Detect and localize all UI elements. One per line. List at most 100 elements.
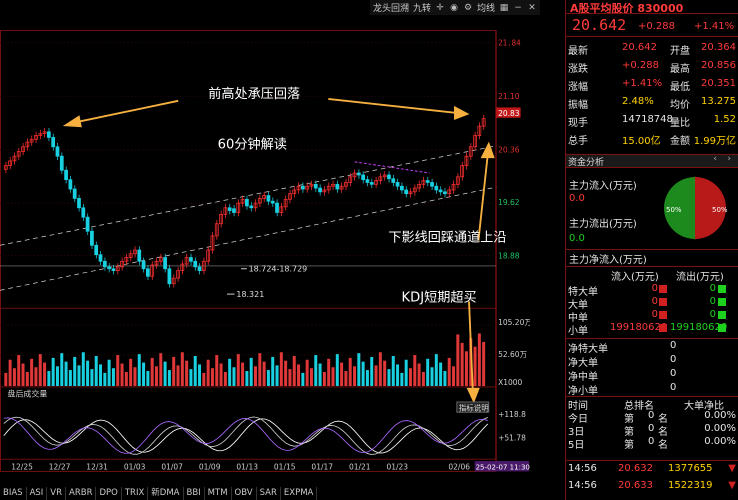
candle-body bbox=[391, 178, 396, 183]
rank-period: 3日 bbox=[568, 427, 585, 438]
volume-bar bbox=[391, 356, 395, 387]
order-type: 大单 bbox=[568, 300, 588, 311]
candle-body bbox=[326, 185, 331, 191]
order-flow-row: 大单 0 0 bbox=[566, 296, 738, 311]
indicator-tab[interactable]: DPO bbox=[96, 487, 122, 500]
indicator-tab[interactable]: ARBR bbox=[66, 487, 97, 500]
volume-bar bbox=[180, 352, 184, 387]
indicator-tab[interactable]: BBI bbox=[184, 487, 205, 500]
candle-body bbox=[81, 207, 86, 218]
indicator-tab[interactable]: VR bbox=[47, 487, 67, 500]
candle-body bbox=[262, 195, 266, 199]
outflow-bar bbox=[718, 311, 726, 319]
indicator-tab[interactable]: SAR bbox=[257, 487, 281, 500]
quote-row: 总手 15.00亿 金额 1.99万亿 bbox=[566, 130, 738, 148]
candle-body bbox=[201, 260, 206, 272]
order-flow-row: 小单 199180620 199180620 bbox=[566, 322, 738, 337]
volume-bar bbox=[439, 362, 443, 387]
quote-label: 量比 bbox=[670, 118, 690, 129]
quote-row: 涨幅 +1.41% 最低 20.351 bbox=[566, 76, 738, 94]
volume-bar bbox=[120, 363, 124, 387]
volume-bar bbox=[150, 357, 154, 387]
candle-body bbox=[146, 268, 150, 277]
pie-label-right: 50% bbox=[712, 206, 728, 214]
indicator-tab[interactable]: EXPMA bbox=[281, 487, 318, 500]
indicator-tab[interactable]: MTM bbox=[205, 487, 232, 500]
volume-bar bbox=[189, 369, 193, 387]
candle-body bbox=[158, 257, 163, 262]
fund-analysis-tab[interactable]: 资金分析 bbox=[568, 158, 605, 168]
candle-body bbox=[133, 249, 137, 255]
rank-number: 0 bbox=[648, 436, 655, 447]
volume-bar bbox=[64, 361, 68, 387]
rank-suffix: 名 bbox=[658, 427, 668, 438]
price-change-pct: +1.41% bbox=[694, 21, 735, 32]
order-flow-table: 特大单 0 0 大单 0 0 中单 0 0 小单 199180620 199180620 bbox=[566, 283, 738, 339]
volume-bar bbox=[47, 371, 51, 387]
grid-icon[interactable]: ▦ bbox=[499, 2, 509, 13]
candle-body bbox=[98, 254, 103, 262]
low-label: 18.321 bbox=[236, 290, 264, 299]
volume-bar bbox=[254, 366, 257, 387]
volume-bar bbox=[477, 333, 481, 387]
candle-body bbox=[322, 189, 327, 193]
toolbar-jiuzhuan-button[interactable]: 九转 bbox=[413, 4, 432, 14]
stock-title: A股平均股价 830000 bbox=[570, 2, 684, 15]
volume-bar bbox=[456, 334, 460, 387]
indicator-tab[interactable]: BIAS bbox=[0, 487, 27, 500]
tick-time: 14:56 bbox=[568, 463, 597, 474]
order-inflow: 199180620 bbox=[610, 322, 668, 333]
volume-bar bbox=[473, 346, 477, 387]
date-tick: 02/06 bbox=[448, 463, 470, 472]
volume-bar bbox=[90, 369, 94, 387]
candle-body bbox=[339, 185, 344, 190]
indicator-tab[interactable]: 新DMA bbox=[148, 487, 184, 500]
volume-bar bbox=[370, 356, 374, 387]
candle-body bbox=[249, 205, 254, 209]
chevron-right-icon[interactable]: › bbox=[727, 154, 731, 164]
net-flow-table: 净特大单 0 净大单 0 净中单 0 净小单 0 bbox=[566, 340, 738, 397]
quote-label: 最高 bbox=[670, 64, 690, 75]
quote-value: 20.364 bbox=[701, 42, 736, 53]
order-outflow: 199180620 bbox=[670, 322, 728, 333]
indicator-help-button[interactable] bbox=[456, 401, 490, 413]
candle-body bbox=[232, 208, 236, 213]
close-icon[interactable]: ✕ bbox=[528, 2, 536, 13]
date-tick: 12/27 bbox=[49, 463, 71, 472]
candle-body bbox=[348, 176, 353, 183]
minus-icon[interactable]: − bbox=[514, 2, 522, 13]
main-outflow-value: 0.0 bbox=[569, 233, 585, 244]
candle-body bbox=[141, 260, 146, 270]
candle-body bbox=[421, 180, 426, 185]
volume-bar bbox=[417, 363, 421, 387]
settings-icon[interactable]: ⚙ bbox=[463, 2, 473, 13]
volume-bar bbox=[426, 358, 430, 387]
indicator-tab[interactable]: TRIX bbox=[122, 487, 149, 500]
candle-body bbox=[240, 198, 245, 204]
indicator-tab[interactable]: ASI bbox=[27, 487, 48, 500]
order-inflow: 0 bbox=[651, 283, 658, 294]
date-tick: 01/17 bbox=[311, 463, 333, 472]
volume-bar bbox=[210, 368, 214, 387]
camera-icon[interactable]: ◉ bbox=[450, 2, 458, 13]
net-type: 净小单 bbox=[568, 386, 598, 397]
date-tick: 01/07 bbox=[161, 463, 183, 472]
volume-bar bbox=[223, 371, 227, 387]
volume-bar bbox=[68, 370, 72, 387]
volume-bar bbox=[314, 355, 318, 387]
toolbar-longtou-button[interactable]: 龙头回溯 bbox=[373, 4, 410, 14]
order-type: 特大单 bbox=[568, 287, 598, 298]
volume-bar bbox=[103, 372, 107, 387]
kdj-tick-0: +118.8 bbox=[498, 410, 526, 419]
rank-period: 今日 bbox=[568, 414, 588, 425]
toolbar-junxian-button[interactable]: 均线 bbox=[477, 4, 496, 14]
volume-bar bbox=[365, 370, 369, 387]
pie-slice-outflow bbox=[695, 177, 726, 239]
crosshair-icon[interactable]: ✛ bbox=[436, 2, 444, 13]
quote-label: 均价 bbox=[670, 100, 690, 111]
kline-chart[interactable]: 前高处承压回落 60分钟解读 下影线回踩通道上沿 KDJ短期超买 18.321 … bbox=[0, 0, 530, 500]
indicator-tab[interactable]: OBV bbox=[232, 487, 257, 500]
fund-tab-bar: 资金分析 ‹ › bbox=[566, 154, 738, 168]
chevron-left-icon[interactable]: ‹ bbox=[713, 154, 717, 164]
quote-value: 14718748 bbox=[622, 114, 673, 125]
